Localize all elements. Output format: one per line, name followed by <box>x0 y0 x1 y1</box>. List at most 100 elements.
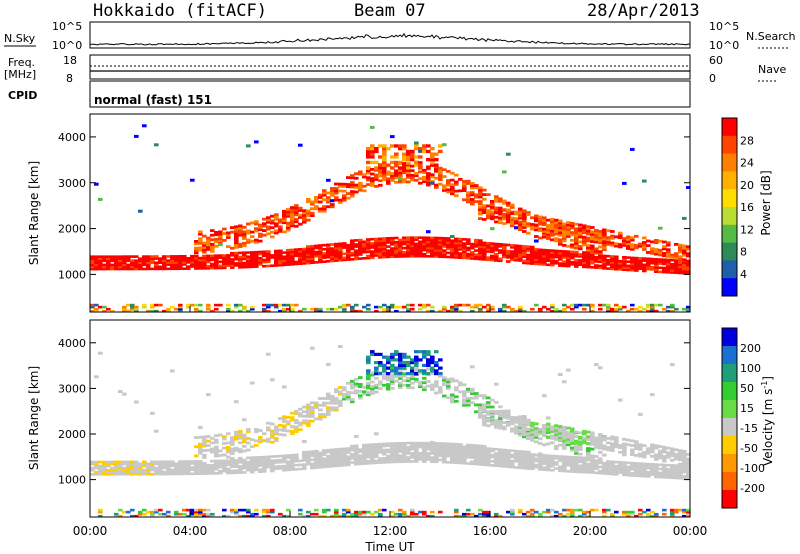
heatmap-cell <box>490 447 495 451</box>
heatmap-cell <box>410 250 415 254</box>
heatmap-cell <box>394 169 399 173</box>
heatmap-cell <box>190 265 195 268</box>
heatmap-cell <box>414 160 419 165</box>
heatmap-cell <box>306 255 311 259</box>
heatmap-cell <box>594 256 599 259</box>
heatmap-cell <box>554 433 559 437</box>
heatmap-cell <box>590 251 595 255</box>
heatmap-cell <box>374 250 379 253</box>
heatmap-cell <box>610 261 615 264</box>
heatmap-cell <box>350 398 355 401</box>
heatmap-cell <box>434 247 439 250</box>
heatmap-cell <box>602 447 607 451</box>
heatmap-cell <box>346 447 351 450</box>
heatmap-cell <box>610 470 615 474</box>
heatmap-cell <box>294 254 299 258</box>
heatmap-cell <box>546 226 551 230</box>
heatmap-cell <box>514 226 519 230</box>
heatmap-cell <box>374 309 379 313</box>
heatmap-cell <box>206 464 211 467</box>
heatmap-cell <box>686 475 691 478</box>
heatmap-cell <box>638 257 643 260</box>
heatmap-cell <box>454 239 459 243</box>
heatmap-cell <box>562 439 567 443</box>
heatmap-cell <box>106 259 111 263</box>
heatmap-cell <box>274 467 279 470</box>
heatmap-cell <box>406 173 411 177</box>
heatmap-cell <box>558 231 563 234</box>
heatmap-cell <box>366 303 371 307</box>
heatmap-cell <box>610 460 615 464</box>
heatmap-cell <box>654 444 659 448</box>
heatmap-cell <box>534 429 539 433</box>
heatmap-cell <box>306 514 311 518</box>
heatmap-cell <box>350 444 355 448</box>
heatmap-cell <box>194 436 199 439</box>
heatmap-cell <box>394 255 399 258</box>
heatmap-cell <box>354 255 359 259</box>
heatmap-cell <box>238 257 243 261</box>
heatmap-cell <box>102 255 107 258</box>
heatmap-cell <box>198 512 203 516</box>
heatmap-cell <box>558 455 563 458</box>
heatmap-cell <box>446 448 451 452</box>
heatmap-cell <box>398 363 403 367</box>
heatmap-cell <box>458 459 463 463</box>
heatmap-cell <box>658 270 663 274</box>
heatmap-cell <box>162 259 167 262</box>
heatmap-cell <box>582 470 587 474</box>
heatmap-cell <box>218 461 223 465</box>
heatmap-cell <box>382 171 387 175</box>
heatmap-cell <box>590 246 595 250</box>
heatmap-cell <box>538 442 543 445</box>
heatmap-cell <box>386 255 391 259</box>
heatmap-cell <box>590 436 595 440</box>
heatmap-cell <box>594 258 599 261</box>
heatmap-cell <box>198 447 203 451</box>
heatmap-cell <box>482 247 487 251</box>
heatmap-cell <box>370 252 375 255</box>
heatmap-cell <box>450 309 455 313</box>
heatmap-cell <box>114 460 119 464</box>
heatmap-cell <box>106 265 111 269</box>
heatmap-cell <box>662 262 667 266</box>
heatmap-cell <box>162 263 167 266</box>
heatmap-cell <box>370 352 375 356</box>
heatmap-cell <box>674 466 679 469</box>
heatmap-cell <box>418 246 423 250</box>
heatmap-cell <box>306 259 311 263</box>
heatmap-cell <box>654 239 659 242</box>
heatmap-cell <box>414 141 419 145</box>
heatmap-cell <box>382 369 387 373</box>
heatmap-cell <box>434 454 439 457</box>
heatmap-cell <box>598 465 603 469</box>
heatmap-cell <box>250 261 255 264</box>
heatmap-cell <box>314 307 319 311</box>
heatmap-cell <box>350 247 355 251</box>
heatmap-cell <box>582 259 587 262</box>
heatmap-cell <box>194 472 199 475</box>
heatmap-cell <box>386 307 391 311</box>
heatmap-cell <box>418 181 423 185</box>
heatmap-cell <box>342 459 347 463</box>
heatmap-cell <box>674 252 679 255</box>
heatmap-cell <box>278 417 283 420</box>
heatmap-cell <box>530 249 535 253</box>
heatmap-cell <box>558 219 563 223</box>
heatmap-cell <box>526 245 531 248</box>
heatmap-cell <box>370 385 375 388</box>
heatmap-cell <box>262 252 267 256</box>
heatmap-cell <box>422 512 427 516</box>
heatmap-cell <box>410 386 415 390</box>
heatmap-cell <box>402 450 407 453</box>
heatmap-cell <box>346 245 351 249</box>
velocity-y-label: Slant Range [km] <box>27 366 41 470</box>
heatmap-cell <box>170 460 175 463</box>
heatmap-cell <box>482 457 487 460</box>
heatmap-cell <box>574 303 579 307</box>
heatmap-cell <box>514 453 519 457</box>
heatmap-cell <box>382 247 387 251</box>
heatmap-cell <box>538 218 543 222</box>
heatmap-cell <box>458 455 463 459</box>
